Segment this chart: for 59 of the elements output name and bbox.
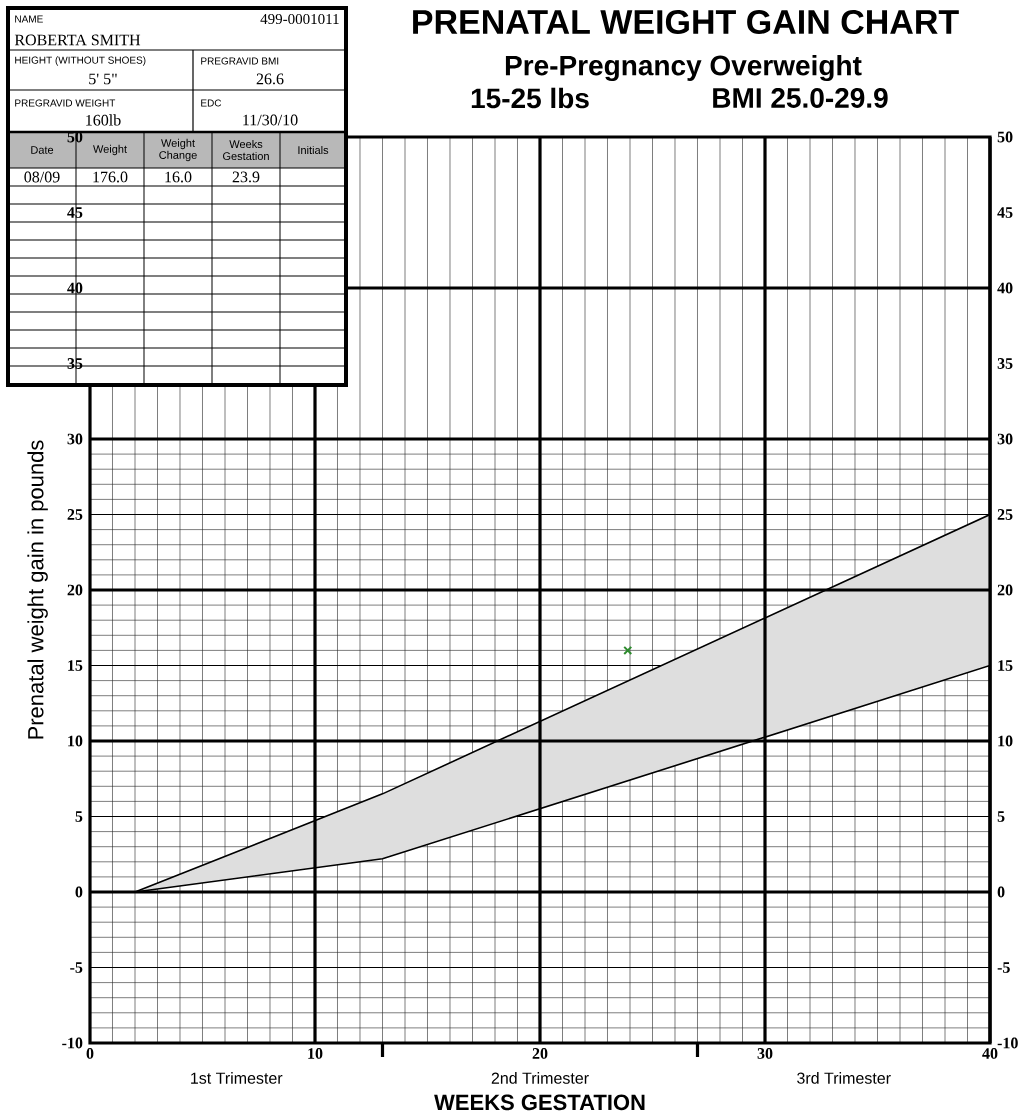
text: Date <box>31 146 54 154</box>
text: 3rd Trimester <box>797 1072 891 1084</box>
y-tick-label: 30 <box>67 433 83 445</box>
y-tick-label: 40 <box>67 282 83 294</box>
y-tick-label: 10 <box>68 735 83 747</box>
annotation: Weight <box>93 144 127 156</box>
x-tick-label: 30 <box>757 1048 773 1059</box>
x-axis-title: WEEKS GESTATION <box>434 1094 645 1111</box>
annotation: Initials <box>298 145 329 155</box>
x-tick-label: 0 <box>86 1048 94 1059</box>
text: 5' 5" <box>89 73 117 85</box>
y2-tick-label: 40 <box>997 282 1013 294</box>
text: ROBERTA SMITH <box>14 34 141 46</box>
y-axis-title: Prenatal weight gain in pounds <box>27 440 48 739</box>
y-tick-label: 5 <box>75 811 83 822</box>
annotation: Weeks Gestation <box>223 139 269 161</box>
y2-tick-label: 10 <box>998 735 1013 747</box>
text: 1st Trimester <box>191 1072 283 1084</box>
text: PREGRAVID BMI <box>201 57 279 65</box>
x-tick-label: 40 <box>982 1048 998 1059</box>
text: NAME <box>15 15 43 23</box>
text: 160lb <box>86 114 121 126</box>
y-tick-label: 0 <box>75 886 83 898</box>
annotation: 16.0 <box>165 171 192 183</box>
text: 26.6 <box>256 73 284 85</box>
annotation: Weight Change <box>159 138 197 162</box>
text: EDC <box>201 99 222 107</box>
y-tick-label: 35 <box>67 358 83 369</box>
y-tick-label: 15 <box>68 660 83 671</box>
y2-tick-label: 30 <box>997 433 1013 445</box>
chart-title: PRENATAL WEIGHT GAIN CHART <box>413 9 959 35</box>
y-tick-label: 20 <box>67 584 83 596</box>
y2-tick-label: 50 <box>997 131 1013 143</box>
text: PREGRAVID WEIGHT <box>15 99 116 107</box>
text: 15-25 lbs <box>471 87 589 109</box>
y2-tick-label: 5 <box>997 811 1005 822</box>
y2-tick-label: 25 <box>997 509 1013 520</box>
y-tick-label: -10 <box>62 1037 83 1049</box>
annotation: 176.0 <box>93 171 128 183</box>
x-tick-label: 20 <box>532 1048 548 1059</box>
y2-tick-label: -10 <box>997 1037 1018 1049</box>
y-tick-label: 45 <box>67 207 83 218</box>
y2-tick-label: 15 <box>998 660 1013 671</box>
y2-tick-label: -5 <box>997 962 1010 973</box>
y2-tick-label: 0 <box>997 886 1005 898</box>
y2-tick-label: 20 <box>997 584 1013 596</box>
chart-subtitle: Pre-Pregnancy Overweight <box>505 54 862 82</box>
y2-tick-label: 35 <box>997 358 1013 369</box>
text: HEIGHT (WITHOUT SHOES) <box>15 56 146 66</box>
text: 11/30/10 <box>243 114 298 126</box>
y2-tick-label: 45 <box>997 207 1013 218</box>
x-tick-label: 10 <box>308 1048 323 1059</box>
y-tick-label: -5 <box>70 962 83 973</box>
text: BMI 25.0-29.9 <box>713 88 888 108</box>
y-tick-label: 25 <box>67 509 83 520</box>
text: 499-0001011 <box>260 13 339 25</box>
text: 08/09 <box>24 171 60 183</box>
text: 2nd Trimester <box>491 1072 589 1084</box>
annotation: 23.9 <box>232 171 260 183</box>
